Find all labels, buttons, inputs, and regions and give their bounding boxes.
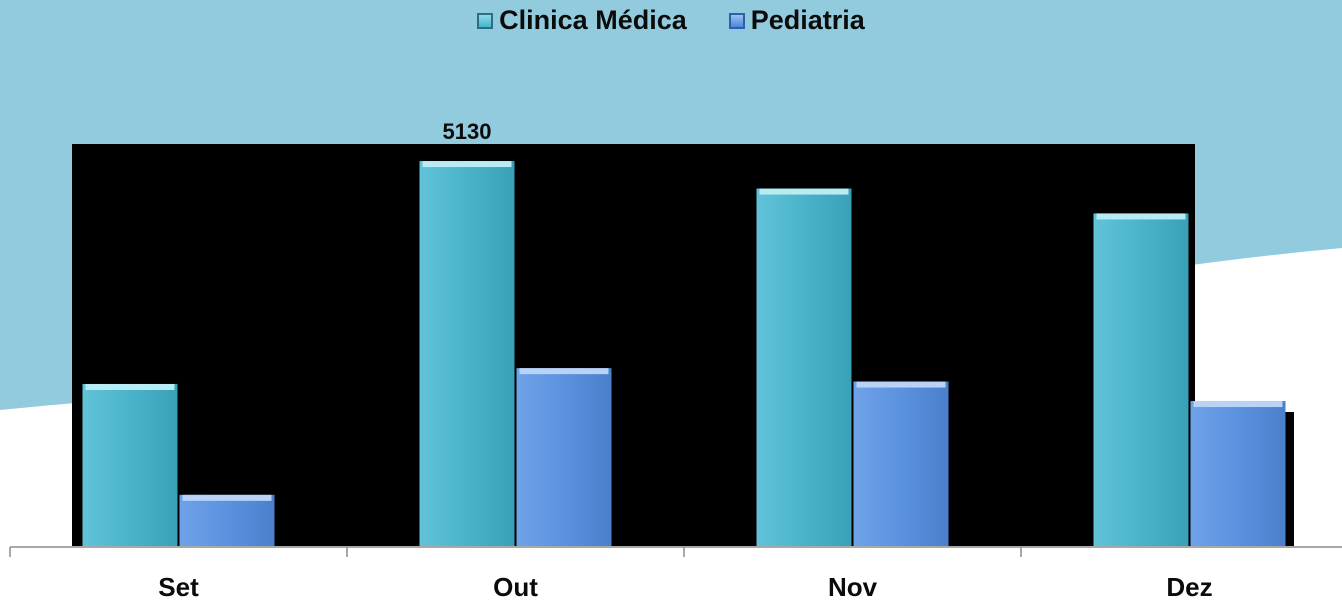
bar-clinica-medica-dez — [1093, 213, 1189, 546]
bar-highlight — [85, 383, 175, 390]
legend-item-clinica-medica: Clinica Médica — [477, 5, 687, 36]
bar-pediatria-out — [516, 368, 612, 546]
bar-highlight — [1193, 401, 1283, 408]
bar-pediatria-set — [179, 494, 275, 546]
x-tick-label-set: Set — [158, 572, 199, 602]
bar-pediatria-nov — [853, 381, 949, 546]
legend-swatch-clinica-medica — [477, 12, 494, 29]
bar-highlight — [422, 161, 512, 168]
legend-swatch-pediatria — [728, 12, 745, 29]
bar-pediatria-dez — [1190, 401, 1286, 546]
bar-highlight — [519, 368, 609, 375]
x-axis — [9, 546, 1342, 557]
bars — [82, 161, 1286, 546]
plot-area — [72, 144, 1294, 546]
bar-highlight — [856, 381, 946, 388]
bar-clinica-medica-set — [82, 383, 178, 546]
x-tick-label-dez: Dez — [1166, 572, 1212, 602]
legend: Clinica Médica Pediatria — [0, 5, 1342, 36]
data-label-out: 5130 — [443, 119, 492, 144]
legend-label-pediatria: Pediatria — [750, 5, 865, 35]
bar-clinica-medica-out — [419, 161, 515, 546]
bar-highlight — [1096, 213, 1186, 220]
x-tick-label-out: Out — [493, 572, 538, 602]
legend-label-clinica-medica: Clinica Médica — [499, 5, 687, 35]
bar-clinica-medica-nov — [756, 188, 852, 546]
labels: Set 5130 Out Nov Dez — [158, 119, 1212, 602]
x-tick-label-nov: Nov — [828, 572, 878, 602]
bar-highlight — [182, 494, 272, 501]
legend-item-pediatria: Pediatria — [728, 5, 865, 36]
bar-highlight — [759, 188, 849, 195]
